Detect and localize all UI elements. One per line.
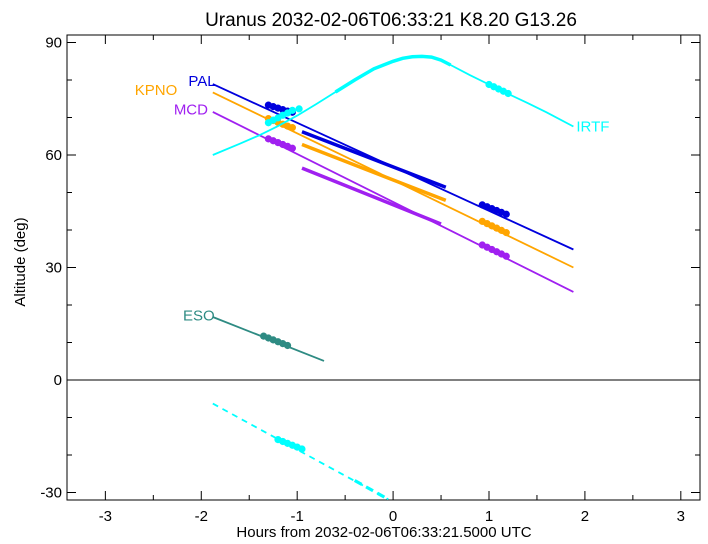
x-tick-label: 1 (485, 508, 493, 525)
y-tick-label: 60 (45, 147, 62, 164)
irtf-below-horizon-point (298, 445, 306, 453)
x-tick-label: 2 (581, 508, 589, 525)
series-pal (212, 83, 574, 251)
plot-border (66, 34, 701, 501)
series-label-kpno: KPNO (135, 82, 178, 99)
irtf-point (295, 105, 303, 113)
series-kpno (212, 91, 574, 269)
pal-thick-segment (301, 130, 447, 189)
series-irtf (212, 54, 574, 501)
series-label-eso: ESO (183, 308, 215, 325)
pal-point (502, 210, 510, 218)
irtf-thick-segment (334, 54, 452, 94)
x-axis-label: Hours from 2032-02-06T06:33:21.5000 UTC (236, 524, 531, 541)
x-tick-label: 3 (677, 508, 685, 525)
irtf-point (288, 106, 296, 114)
mcd-point (288, 144, 296, 152)
eso-point (283, 341, 292, 350)
kpno-point (288, 124, 296, 132)
x-tick-label: 0 (389, 508, 397, 525)
series-mcd (212, 111, 574, 293)
kpno-thick-segment (301, 142, 447, 203)
x-tick-label: -3 (99, 508, 112, 525)
series-layer (212, 54, 574, 501)
x-tick-label: -2 (195, 508, 208, 525)
y-tick-label: -30 (40, 485, 62, 502)
series-eso (212, 316, 325, 362)
axes: -3 -2 -1 0 1 2 3 -30 0 30 60 90 (40, 35, 700, 525)
irtf-below-horizon-segment (353, 479, 390, 501)
plot-frame (66, 34, 701, 501)
y-axis-label: Altitude (deg) (12, 217, 29, 306)
chart-title: Uranus 2032-02-06T06:33:21 K8.20 G13.26 (205, 10, 577, 31)
series-label-pal: PAL (188, 73, 215, 90)
y-tick-label: 30 (45, 260, 62, 277)
kpno-point (502, 229, 510, 237)
y-tick-label: 90 (45, 35, 62, 52)
series-label-irtf: IRTF (576, 119, 609, 136)
series-labels: PAL KPNO MCD ESO IRTF (135, 73, 610, 325)
y-tick-label: 0 (54, 372, 62, 389)
mcd-thick-segment (301, 166, 442, 226)
irtf-point (504, 89, 512, 98)
mcd-point (502, 252, 510, 260)
x-tick-label: -1 (291, 508, 304, 525)
series-label-mcd: MCD (174, 101, 208, 118)
